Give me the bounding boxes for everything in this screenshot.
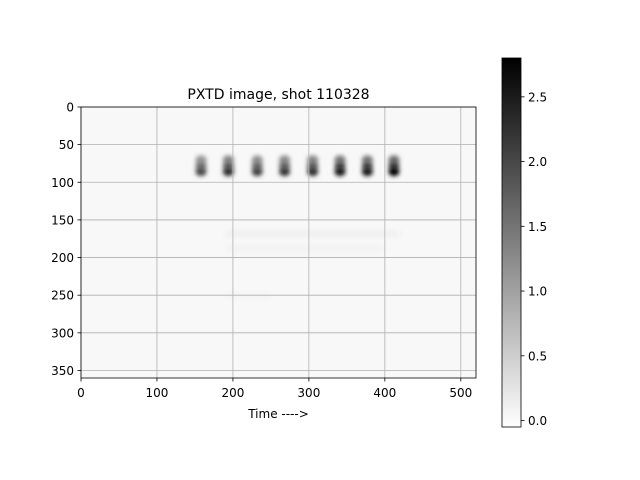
x-tick-label: 300 — [297, 386, 320, 400]
colorbar-ticks: 0.0 0.5 1.0 1.5 2.0 2.5 — [521, 90, 547, 428]
pulse-blob — [279, 167, 291, 177]
pulse-blob — [361, 167, 373, 177]
pulse-blob — [195, 167, 207, 177]
faint-band — [225, 246, 385, 252]
y-axis-ticks: 0 50 100 150 200 250 300 350 — [51, 101, 81, 378]
colorbar-tick-label: 2.5 — [528, 90, 547, 104]
faint-band — [225, 230, 401, 236]
x-tick-label: 0 — [77, 386, 85, 400]
x-tick-label: 400 — [373, 386, 396, 400]
pulse-blob — [388, 167, 400, 177]
colorbar-tick-label: 1.5 — [528, 220, 547, 234]
y-tick-label: 150 — [51, 213, 74, 227]
x-axis-label: Time ----> — [247, 407, 309, 421]
pulse-blob — [307, 167, 319, 177]
y-tick-label: 250 — [51, 289, 74, 303]
colorbar-gradient — [501, 57, 522, 428]
pulse-blob — [251, 167, 263, 177]
image-background — [81, 107, 476, 378]
x-tick-label: 100 — [146, 386, 169, 400]
y-tick-label: 50 — [59, 138, 74, 152]
colorbar-tick-label: 0.0 — [528, 414, 547, 428]
pulse-blob — [222, 167, 234, 177]
colorbar-tick-label: 1.0 — [528, 285, 547, 299]
y-tick-label: 350 — [51, 364, 74, 378]
chart-title: PXTD image, shot 110328 — [187, 87, 369, 103]
pxtd-image — [195, 155, 401, 298]
plot-area: 0 100 200 300 400 500 0 50 100 150 200 250 300 350 — [51, 101, 477, 400]
y-tick-label: 200 — [51, 251, 74, 265]
pulse-blob — [334, 167, 346, 177]
x-axis-ticks: 0 100 200 300 400 500 — [77, 378, 472, 400]
y-tick-label: 0 — [66, 101, 74, 115]
colorbar-tick-label: 0.5 — [528, 349, 547, 363]
x-tick-label: 200 — [221, 386, 244, 400]
x-tick-label: 500 — [449, 386, 472, 400]
colorbar: 0.0 0.5 1.0 1.5 2.0 2.5 — [501, 57, 547, 428]
colorbar-tick-label: 2.0 — [528, 155, 547, 169]
axes-frame — [80, 106, 477, 379]
y-tick-label: 100 — [51, 176, 74, 190]
y-tick-label: 300 — [51, 326, 74, 340]
